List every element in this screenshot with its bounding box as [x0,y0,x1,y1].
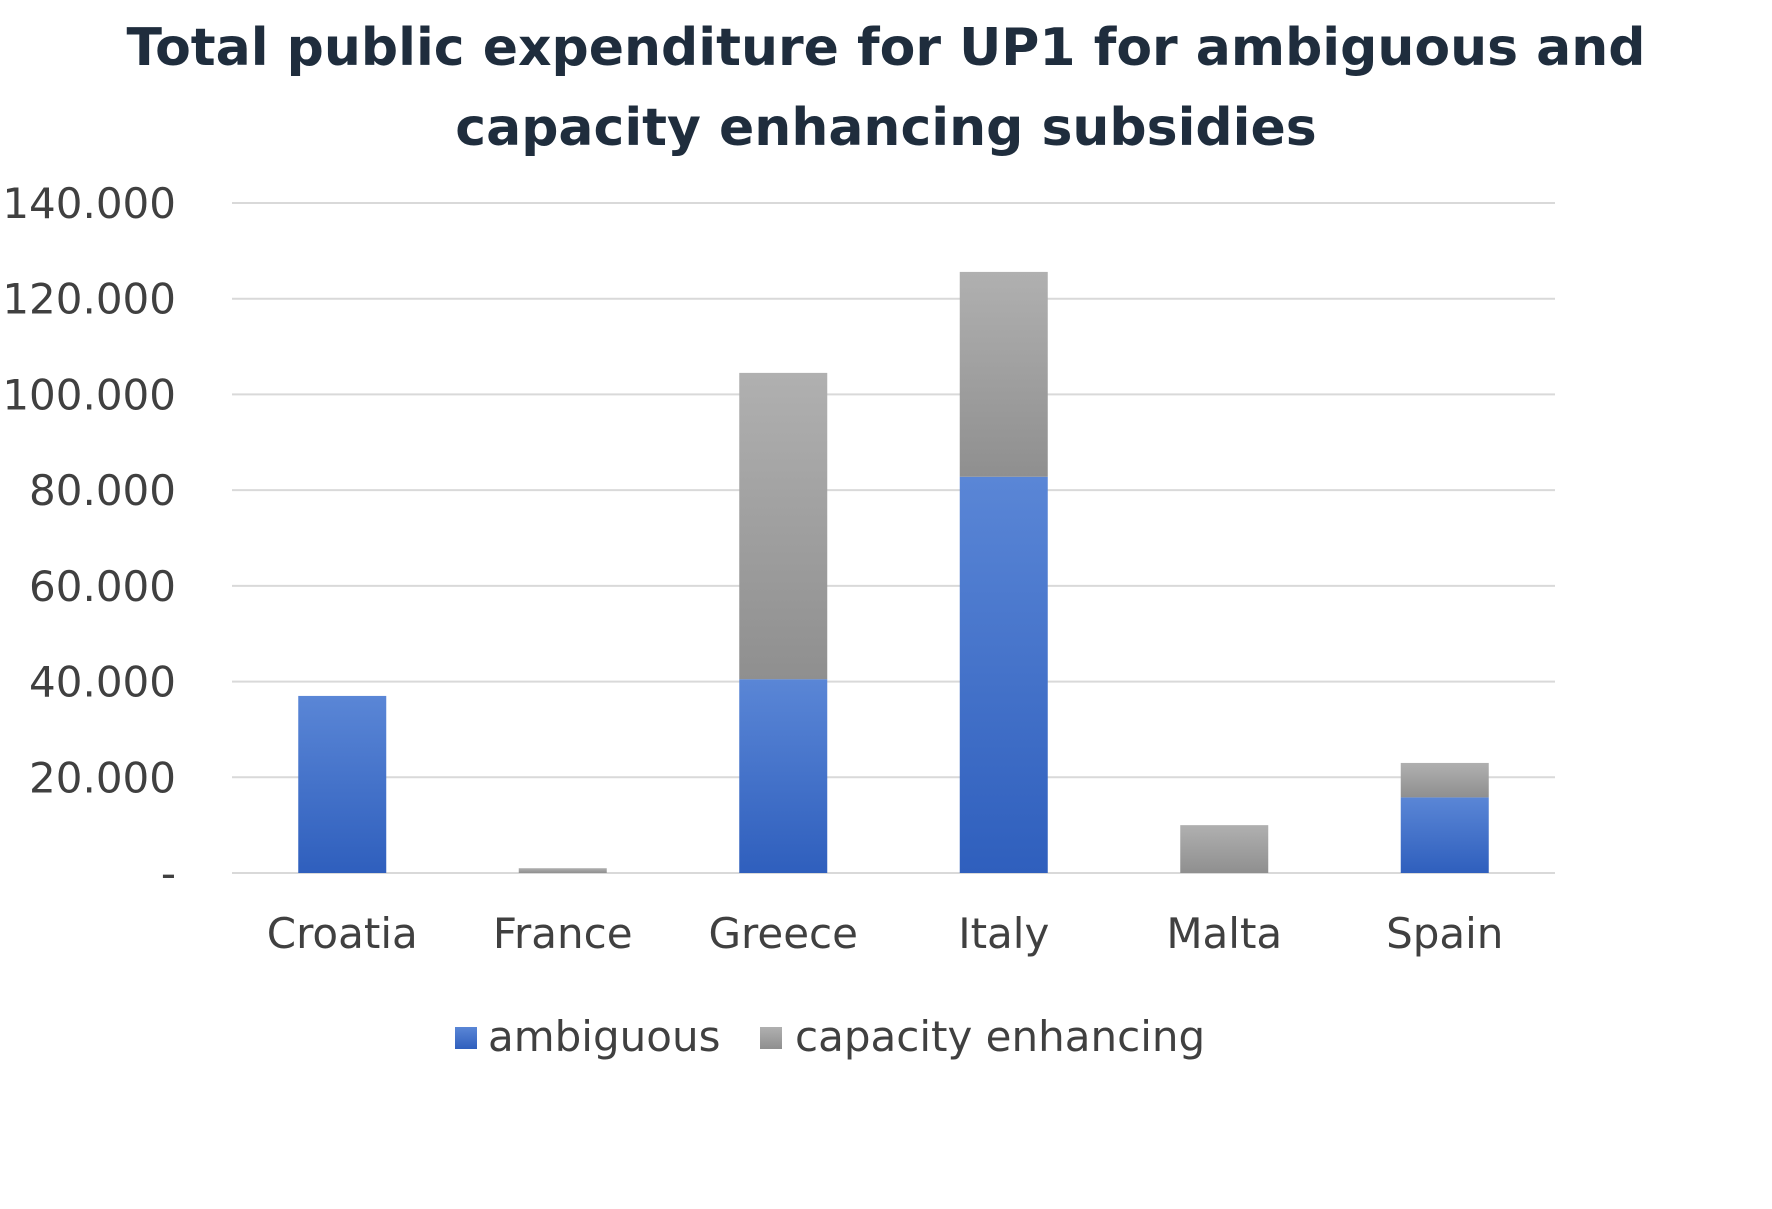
bar-capacity-enhancing-spain [1400,762,1489,798]
chart-title: Total public expenditure for UP1 for amb… [0,8,1772,168]
y-tick-label: 60.000 [29,562,176,611]
legend-swatch-capacity-enhancing [760,1027,782,1049]
y-tick-label: 100.000 [2,370,176,419]
x-category-label: Malta [1166,909,1282,958]
bar-capacity-enhancing-greece [739,372,828,680]
bar-capacity-enhancing-italy [959,271,1048,477]
chart-title-line-1: Total public expenditure for UP1 for amb… [126,18,1646,78]
gridlines [232,202,1555,874]
bar-ambiguous-greece [739,679,828,873]
bar-ambiguous-croatia [298,695,387,873]
x-category-label: Greece [708,909,858,958]
legend-label-ambiguous: ambiguous [488,1012,720,1061]
bar-ambiguous-spain [1400,797,1489,873]
x-category-label: Spain [1386,909,1503,958]
bar-ambiguous-italy [959,476,1048,873]
y-tick-label: 120.000 [2,275,176,324]
y-tick-label: 140.000 [2,179,176,228]
y-tick-label: 20.000 [29,753,176,802]
chart-title-line-2: capacity enhancing subsidies [455,98,1317,158]
x-category-label: Croatia [267,909,418,958]
y-axis-ticks: - 20.000 40.000 60.000 80.000 100.000 120.000 1… [2,179,176,898]
y-tick-label: - [161,849,176,898]
x-category-label: Italy [958,909,1049,958]
x-axis-categories: Croatia France Greece Italy Malta Spain [267,909,1504,958]
legend-swatch-ambiguous [455,1027,477,1049]
y-tick-label: 40.000 [29,658,176,707]
legend-label-capacity-enhancing: capacity enhancing [795,1012,1205,1061]
bars [298,271,1489,873]
bar-capacity-enhancing-france [518,868,607,873]
legend: ambiguous capacity enhancing [455,1012,1205,1061]
x-category-label: France [493,909,633,958]
y-tick-label: 80.000 [29,466,176,515]
bar-capacity-enhancing-malta [1180,825,1269,873]
